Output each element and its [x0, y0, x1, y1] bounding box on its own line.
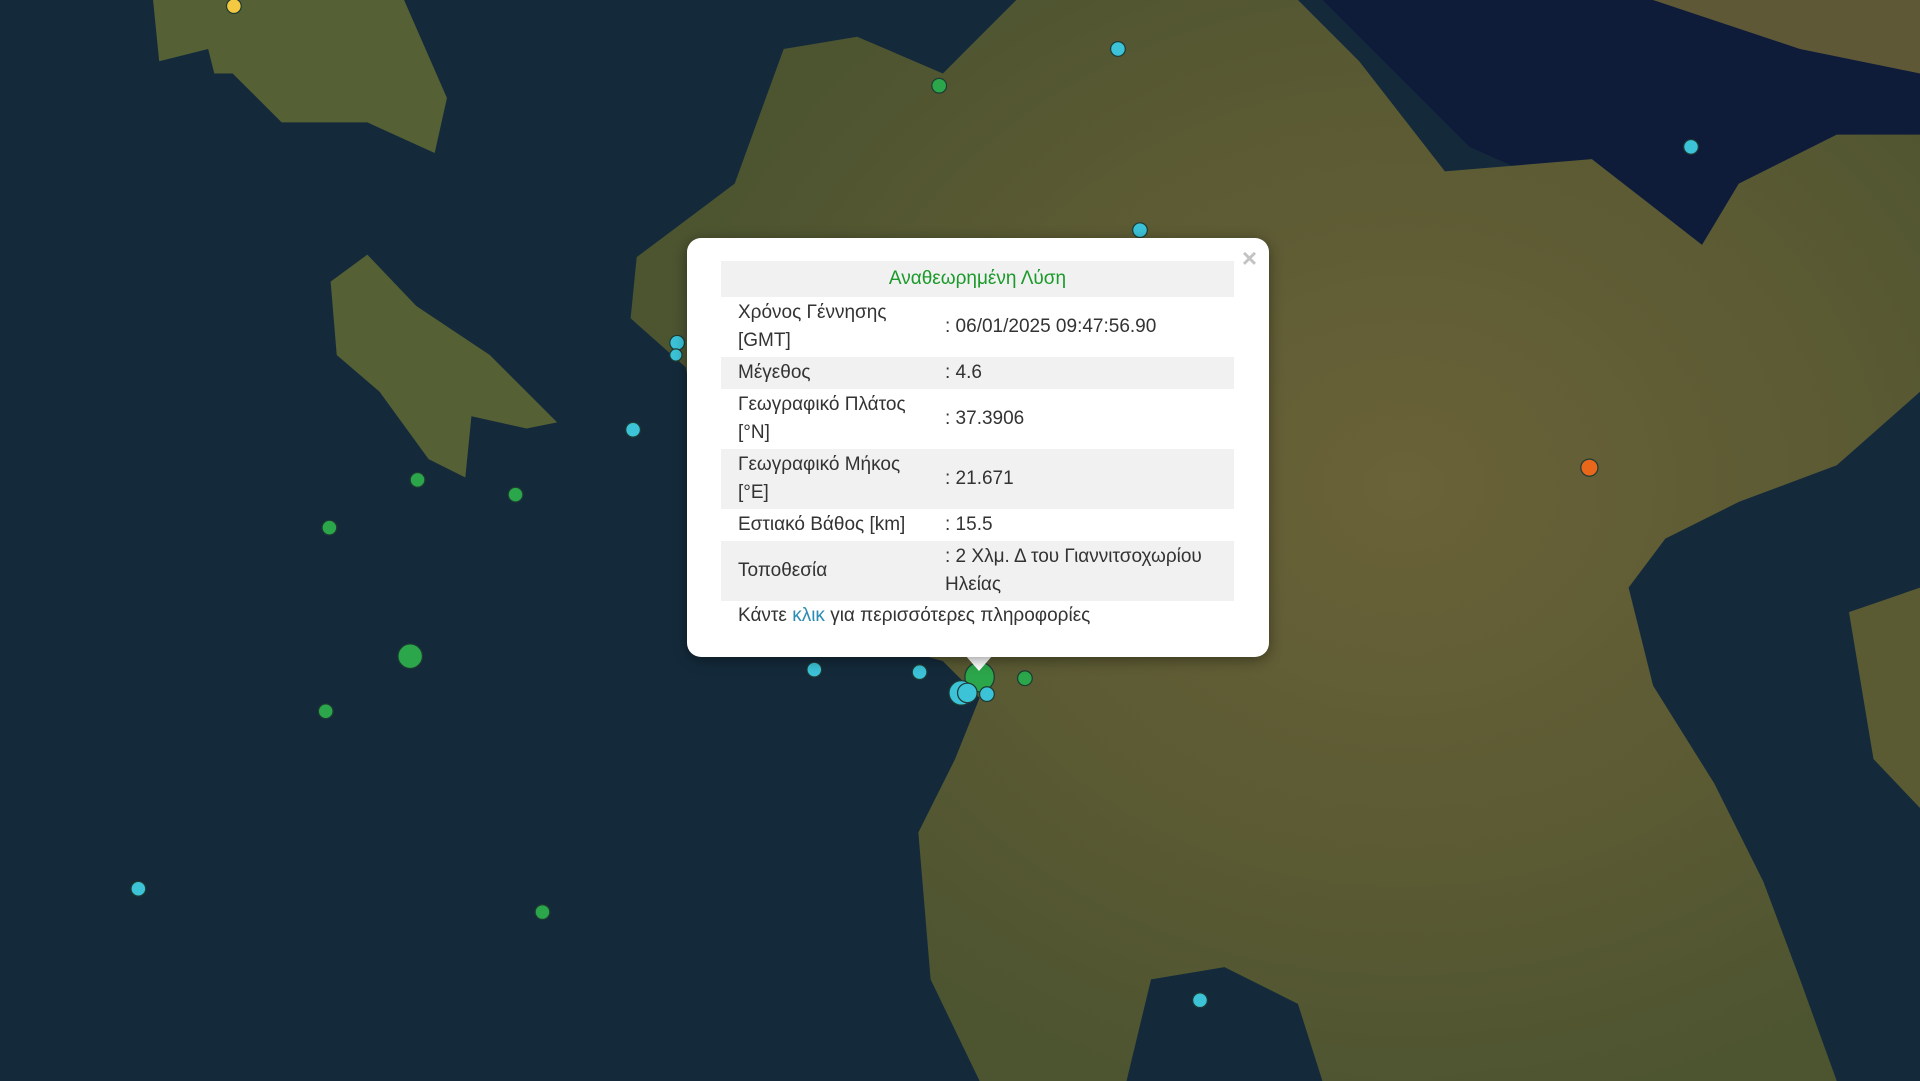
- value: : 15.5: [945, 514, 993, 535]
- earthquake-marker-cyan[interactable]: [669, 334, 686, 351]
- earthquake-marker-cyan[interactable]: [806, 661, 823, 678]
- label: Γεωγραφικό Μήκος [°E]: [738, 454, 901, 503]
- earthquake-details-table: Αναθεωρημένη Λύση Χρόνος Γέννησης [GMT]:…: [721, 261, 1234, 601]
- value: : 21.671: [945, 468, 1014, 489]
- row-latitude: Γεωγραφικό Πλάτος [°N] : 37.3906: [721, 389, 1234, 449]
- earthquake-marker-green[interactable]: [534, 904, 551, 921]
- row-location: Τοποθεσία : 2 Χλμ. Δ του Γιαννιτσοχωρίου …: [721, 541, 1234, 601]
- label: Γεωγραφικό Πλάτος [°N]: [738, 394, 906, 443]
- close-icon[interactable]: ×: [1241, 243, 1257, 273]
- earthquake-marker-green[interactable]: [507, 486, 524, 503]
- more-suffix: για περισσότερες πληροφορίες: [824, 605, 1091, 626]
- earthquake-marker-green[interactable]: [397, 643, 424, 670]
- value: : 37.3906: [945, 408, 1025, 429]
- land-top-right: [1653, 0, 1920, 74]
- label: Τοποθεσία: [738, 560, 828, 581]
- earthquake-popup: × Αναθεωρημένη Λύση Χρόνος Γέννησης [GMT…: [687, 238, 1269, 657]
- earthquake-marker-cyan[interactable]: [130, 880, 147, 897]
- value: : 06/01/2025 09:47:56.90: [945, 316, 1157, 337]
- earthquake-marker-green[interactable]: [321, 519, 338, 536]
- row-longitude: Γεωγραφικό Μήκος [°E] : 21.671: [721, 449, 1234, 509]
- earthquake-marker-cyan[interactable]: [1132, 222, 1148, 239]
- label: Χρόνος Γέννησης [GMT]: [738, 302, 887, 351]
- island-kefalonia: [153, 0, 447, 154]
- earthquake-marker-orange[interactable]: [1580, 458, 1599, 477]
- label: Μέγεθος: [738, 362, 811, 383]
- earthquake-marker-cyan[interactable]: [625, 421, 642, 438]
- earthquake-marker-green[interactable]: [1016, 670, 1033, 687]
- value: : 4.6: [945, 362, 982, 383]
- earthquake-marker-green[interactable]: [409, 471, 426, 488]
- earthquake-marker-cyan[interactable]: [911, 664, 928, 681]
- more-info-text: Κάντε κλικ για περισσότερες πληροφορίες: [721, 601, 1235, 627]
- earthquake-marker-cyan[interactable]: [1110, 41, 1126, 57]
- earthquake-marker-cyan[interactable]: [978, 686, 995, 703]
- value: : 2 Χλμ. Δ του Γιαννιτσοχωρίου Ηλείας: [945, 546, 1202, 595]
- earthquake-marker-yellow[interactable]: [225, 0, 242, 15]
- popup-title: Αναθεωρημένη Λύση: [721, 261, 1234, 297]
- earthquake-marker-green[interactable]: [317, 703, 334, 720]
- earthquake-marker-cyan[interactable]: [956, 682, 978, 704]
- earthquake-marker-cyan[interactable]: [1192, 992, 1208, 1009]
- earthquake-marker-cyan[interactable]: [1683, 138, 1699, 155]
- popup-tip: [965, 655, 993, 671]
- more-prefix: Κάντε: [738, 605, 793, 626]
- label: Εστιακό Βάθος [km]: [738, 514, 906, 535]
- earthquake-marker-green[interactable]: [931, 77, 948, 94]
- row-depth: Εστιακό Βάθος [km] : 15.5: [721, 509, 1234, 541]
- island-zakynthos: [330, 254, 558, 478]
- island-east: [1848, 587, 1920, 808]
- earthquake-marker-cyan[interactable]: [669, 348, 683, 362]
- row-origin-time: Χρόνος Γέννησης [GMT] : 06/01/2025 09:47:…: [721, 297, 1234, 357]
- more-info-link[interactable]: κλικ: [792, 605, 825, 626]
- row-magnitude: Μέγεθος : 4.6: [721, 357, 1234, 389]
